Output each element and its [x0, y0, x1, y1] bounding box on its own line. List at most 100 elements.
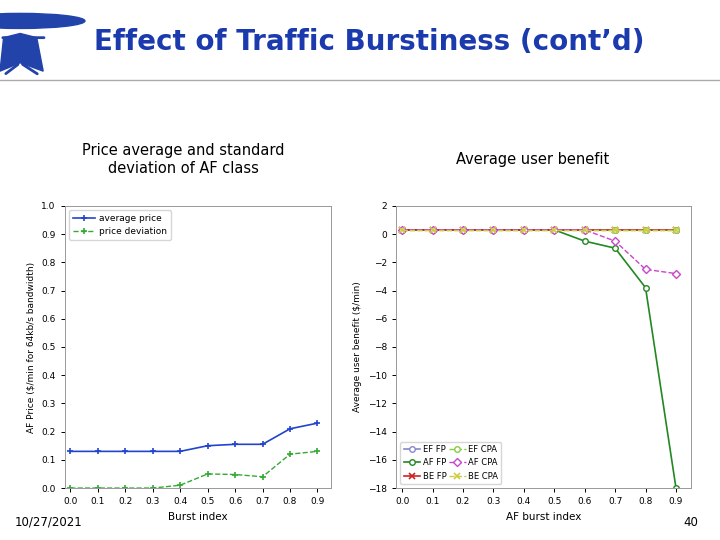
- price deviation: [203, 471, 212, 477]
- BE CPA: [489, 227, 498, 233]
- EF FP: [397, 227, 406, 233]
- average price: [94, 448, 102, 455]
- AF CPA: [672, 271, 680, 277]
- Line: price deviation: price deviation: [67, 448, 321, 491]
- BE FP: [642, 227, 650, 233]
- EF CPA: [611, 227, 619, 233]
- Line: AF CPA: AF CPA: [400, 227, 679, 276]
- average price: [203, 442, 212, 449]
- Text: Average user benefit: Average user benefit: [456, 152, 609, 167]
- BE CPA: [580, 227, 589, 233]
- AF FP: [397, 227, 406, 233]
- BE CPA: [520, 227, 528, 233]
- AF FP: [642, 285, 650, 291]
- EF CPA: [397, 227, 406, 233]
- AF FP: [611, 245, 619, 252]
- AF FP: [672, 485, 680, 491]
- BE CPA: [459, 227, 467, 233]
- EF FP: [642, 227, 650, 233]
- AF CPA: [520, 227, 528, 233]
- price deviation: [66, 485, 75, 491]
- BE FP: [459, 227, 467, 233]
- BE FP: [611, 227, 619, 233]
- average price: [230, 441, 239, 448]
- price deviation: [258, 474, 267, 480]
- AF FP: [428, 227, 437, 233]
- AF CPA: [428, 227, 437, 233]
- EF CPA: [642, 227, 650, 233]
- AF FP: [520, 227, 528, 233]
- EF CPA: [580, 227, 589, 233]
- EF FP: [428, 227, 437, 233]
- X-axis label: Burst index: Burst index: [168, 511, 228, 522]
- Y-axis label: Average user benefit ($/min): Average user benefit ($/min): [354, 281, 362, 413]
- EF FP: [489, 227, 498, 233]
- Line: AF FP: AF FP: [400, 227, 679, 491]
- BE FP: [580, 227, 589, 233]
- EF FP: [459, 227, 467, 233]
- price deviation: [94, 485, 102, 491]
- average price: [258, 441, 267, 448]
- BE FP: [489, 227, 498, 233]
- price deviation: [121, 485, 130, 491]
- BE CPA: [611, 227, 619, 233]
- EF CPA: [672, 227, 680, 233]
- price deviation: [286, 451, 294, 457]
- Line: EF FP: EF FP: [400, 227, 679, 233]
- average price: [121, 448, 130, 455]
- average price: [286, 426, 294, 432]
- Text: Price average and standard
deviation of AF class: Price average and standard deviation of …: [82, 143, 285, 176]
- price deviation: [148, 485, 157, 491]
- BE FP: [520, 227, 528, 233]
- Text: 10/27/2021: 10/27/2021: [14, 516, 82, 529]
- X-axis label: AF burst index: AF burst index: [506, 511, 581, 522]
- price deviation: [176, 482, 184, 489]
- EF FP: [611, 227, 619, 233]
- price deviation: [313, 448, 322, 455]
- AF FP: [489, 227, 498, 233]
- Text: Effect of Traffic Burstiness (cont’d): Effect of Traffic Burstiness (cont’d): [94, 28, 644, 56]
- Polygon shape: [0, 33, 43, 71]
- BE FP: [397, 227, 406, 233]
- AF CPA: [611, 238, 619, 245]
- Legend: average price, price deviation: average price, price deviation: [69, 211, 171, 240]
- AF CPA: [580, 227, 589, 233]
- EF FP: [580, 227, 589, 233]
- average price: [176, 448, 184, 455]
- AF CPA: [459, 227, 467, 233]
- EF FP: [550, 227, 559, 233]
- EF CPA: [459, 227, 467, 233]
- BE FP: [428, 227, 437, 233]
- AF FP: [580, 238, 589, 245]
- BE CPA: [550, 227, 559, 233]
- Line: BE FP: BE FP: [400, 227, 679, 233]
- price deviation: [230, 471, 239, 478]
- AF FP: [459, 227, 467, 233]
- average price: [148, 448, 157, 455]
- Text: 40: 40: [683, 516, 698, 529]
- average price: [66, 448, 75, 455]
- EF CPA: [520, 227, 528, 233]
- EF CPA: [550, 227, 559, 233]
- Circle shape: [0, 14, 85, 29]
- Legend: EF FP, AF FP, BE FP, EF CPA, AF CPA, BE CPA: EF FP, AF FP, BE FP, EF CPA, AF CPA, BE …: [400, 442, 501, 484]
- AF CPA: [550, 227, 559, 233]
- EF FP: [520, 227, 528, 233]
- EF CPA: [428, 227, 437, 233]
- BE CPA: [428, 227, 437, 233]
- AF CPA: [489, 227, 498, 233]
- BE CPA: [642, 227, 650, 233]
- AF FP: [550, 227, 559, 233]
- EF FP: [672, 227, 680, 233]
- BE FP: [550, 227, 559, 233]
- BE FP: [672, 227, 680, 233]
- Y-axis label: AF Price ($/min for 64kb/s bandwidth): AF Price ($/min for 64kb/s bandwidth): [27, 261, 36, 433]
- Line: BE CPA: BE CPA: [400, 227, 679, 233]
- AF CPA: [397, 227, 406, 233]
- AF CPA: [642, 266, 650, 273]
- average price: [313, 420, 322, 427]
- Line: average price: average price: [67, 420, 321, 455]
- BE CPA: [397, 227, 406, 233]
- EF CPA: [489, 227, 498, 233]
- Line: EF CPA: EF CPA: [400, 227, 679, 233]
